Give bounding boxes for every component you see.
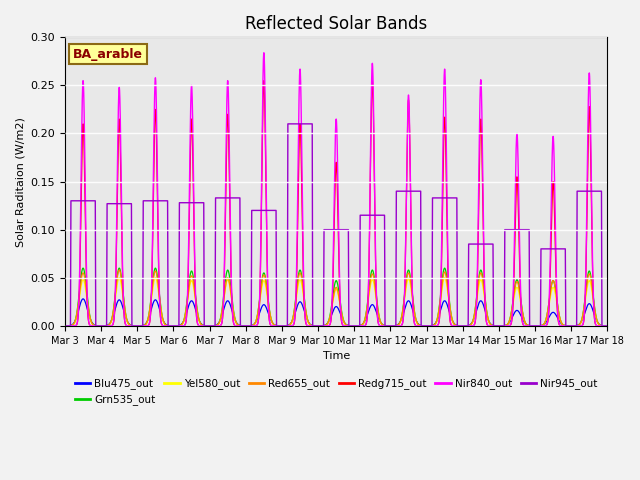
Nir945_out: [393, 188, 401, 194]
Blu475_out: [79, 296, 87, 302]
Yel580_out: [595, 321, 602, 327]
Grn535_out: [604, 323, 611, 329]
Yel580_out: [206, 323, 214, 329]
Blu475_out: [401, 306, 408, 312]
Nir945_out: [61, 323, 69, 329]
Nir840_out: [206, 323, 214, 329]
Grn535_out: [79, 265, 87, 271]
Legend: Blu475_out, Grn535_out, Yel580_out, Red655_out, Redg715_out, Nir840_out, Nir945_: Blu475_out, Grn535_out, Yel580_out, Red6…: [70, 374, 602, 409]
Redg715_out: [489, 323, 497, 329]
Grn535_out: [393, 323, 401, 328]
Nir840_out: [92, 323, 100, 329]
Blu475_out: [604, 323, 611, 329]
Nir840_out: [61, 323, 69, 329]
Blu475_out: [531, 323, 539, 329]
Redg715_out: [61, 323, 69, 329]
Nir945_out: [604, 323, 611, 329]
Line: Nir945_out: Nir945_out: [65, 124, 607, 326]
Red655_out: [92, 323, 100, 329]
Line: Redg715_out: Redg715_out: [65, 81, 607, 326]
Title: Reflected Solar Bands: Reflected Solar Bands: [245, 15, 428, 33]
Red655_out: [314, 323, 322, 329]
Nir840_out: [260, 50, 268, 56]
Redg715_out: [604, 323, 611, 329]
Line: Yel580_out: Yel580_out: [65, 278, 607, 326]
Blu475_out: [489, 323, 497, 328]
Nir945_out: [206, 323, 214, 329]
Redg715_out: [531, 323, 539, 329]
Yel580_out: [489, 323, 497, 328]
Blu475_out: [595, 321, 602, 326]
Red655_out: [489, 323, 497, 328]
Text: BA_arable: BA_arable: [73, 48, 143, 60]
Grn535_out: [206, 323, 214, 329]
Grn535_out: [401, 290, 408, 296]
Line: Nir840_out: Nir840_out: [65, 53, 607, 326]
Yel580_out: [401, 295, 408, 301]
Nir840_out: [489, 323, 497, 329]
Nir945_out: [595, 188, 602, 194]
Redg715_out: [401, 286, 408, 291]
Nir840_out: [604, 323, 611, 329]
Redg715_out: [206, 323, 214, 329]
Nir840_out: [595, 323, 602, 329]
Yel580_out: [92, 323, 100, 329]
Redg715_out: [260, 78, 268, 84]
Red655_out: [401, 292, 408, 298]
Grn535_out: [92, 323, 100, 329]
X-axis label: Time: Time: [323, 351, 350, 361]
Nir945_out: [489, 253, 497, 259]
Grn535_out: [489, 323, 497, 328]
Redg715_out: [92, 323, 100, 329]
Red655_out: [595, 321, 602, 326]
Yel580_out: [604, 323, 611, 329]
Redg715_out: [595, 323, 602, 329]
Yel580_out: [314, 323, 322, 329]
Line: Blu475_out: Blu475_out: [65, 299, 607, 326]
Red655_out: [115, 267, 123, 273]
Redg715_out: [393, 323, 401, 329]
Line: Grn535_out: Grn535_out: [65, 268, 607, 326]
Blu475_out: [92, 323, 100, 328]
Nir840_out: [393, 323, 401, 329]
Red655_out: [393, 323, 401, 328]
Y-axis label: Solar Raditaion (W/m2): Solar Raditaion (W/m2): [15, 117, 25, 247]
Yel580_out: [393, 323, 401, 328]
Line: Red655_out: Red655_out: [65, 270, 607, 326]
Nir840_out: [401, 285, 408, 290]
Yel580_out: [115, 275, 123, 281]
Red655_out: [206, 323, 214, 329]
Red655_out: [604, 323, 611, 329]
Nir945_out: [401, 188, 408, 194]
Yel580_out: [61, 323, 69, 329]
Grn535_out: [595, 321, 602, 326]
Grn535_out: [61, 323, 69, 329]
Nir945_out: [92, 323, 100, 329]
Blu475_out: [206, 323, 214, 329]
Blu475_out: [393, 322, 401, 328]
Red655_out: [61, 323, 69, 329]
Blu475_out: [61, 323, 69, 329]
Nir840_out: [531, 323, 539, 329]
Nir945_out: [284, 121, 292, 127]
Grn535_out: [314, 323, 322, 329]
